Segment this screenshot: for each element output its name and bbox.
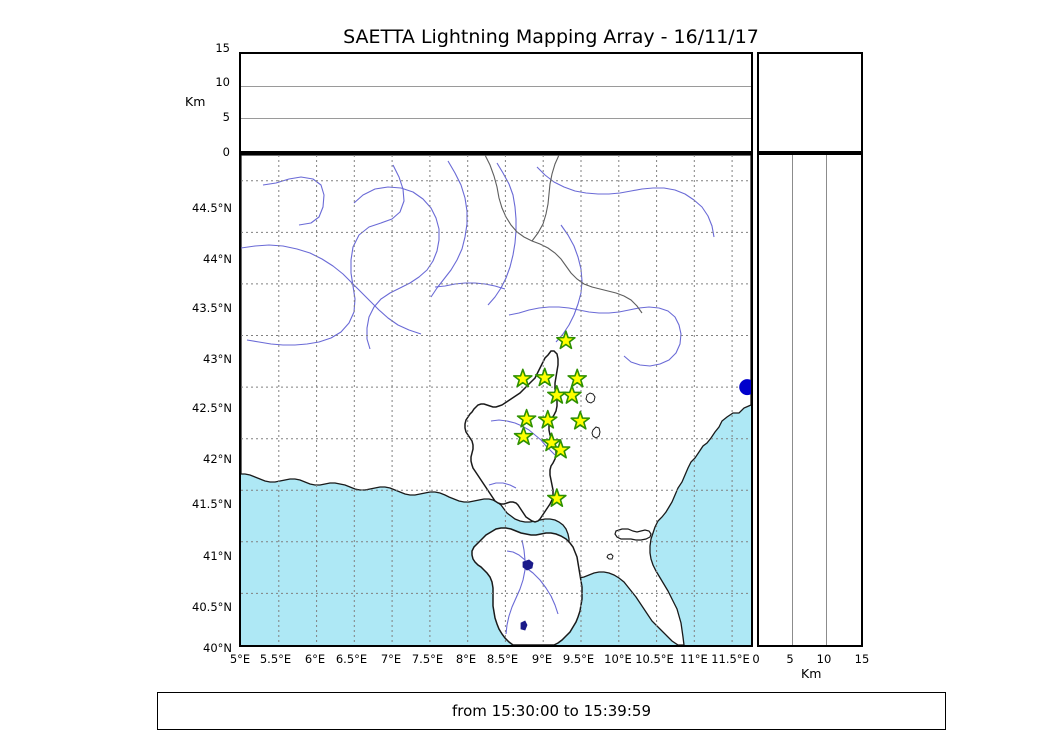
station-star-marker[interactable]	[570, 410, 591, 430]
map-graphic	[241, 155, 751, 645]
small-islet	[606, 553, 614, 560]
top-ytick-10: 10	[215, 75, 230, 89]
time-range-text: from 15:30:00 to 15:39:59	[451, 702, 651, 720]
station-star-marker[interactable]	[513, 426, 534, 446]
time-range-statusbar[interactable]: from 15:30:00 to 15:39:59	[157, 692, 946, 730]
map-xtick-11.5E: 11.5°E	[711, 652, 750, 666]
top-ytick-5: 5	[222, 110, 230, 124]
map-ytick-41N: 41°N	[203, 549, 232, 563]
gridline-5km-right	[792, 155, 793, 645]
station-star-marker[interactable]	[516, 408, 537, 428]
map-ytick-40.5N: 40.5°N	[192, 600, 232, 614]
gorgona-island	[585, 392, 596, 404]
station-star-marker[interactable]	[562, 385, 582, 404]
station-star-marker[interactable]	[534, 367, 555, 387]
border-layer	[484, 155, 643, 314]
right-xtick-5: 5	[786, 652, 794, 666]
map-panel[interactable]	[239, 153, 753, 647]
map-gridlines	[241, 155, 751, 645]
source-dot-marker[interactable]	[739, 379, 751, 396]
map-ytick-43N: 43°N	[203, 352, 232, 366]
map-xtick-11E: 11°E	[680, 652, 708, 666]
lake-layer	[520, 559, 534, 631]
map-xtick-7.5E: 7.5°E	[411, 652, 444, 666]
corner-panel	[757, 52, 863, 153]
map-xtick-8.5E: 8.5°E	[486, 652, 519, 666]
river-layer	[241, 160, 715, 635]
gridline-10km	[241, 86, 751, 87]
map-ytick-42N: 42°N	[203, 452, 232, 466]
page-title: SAETTA Lightning Mapping Array - 16/11/1…	[343, 26, 759, 48]
lma-station-markers	[512, 330, 591, 508]
map-xtick-10.5E: 10.5°E	[635, 652, 674, 666]
right-xtick-0: 0	[752, 652, 760, 666]
map-xtick-5E: 5°E	[229, 652, 251, 666]
station-star-marker[interactable]	[537, 409, 558, 429]
gridline-5km	[241, 118, 751, 119]
map-ytick-40N: 40°N	[203, 641, 232, 655]
altitude-latitude-panel[interactable]	[757, 153, 863, 647]
map-ytick-42.5N: 42.5°N	[192, 401, 232, 415]
map-ytick-44N: 44°N	[203, 252, 232, 266]
gridline-10km-right	[826, 155, 827, 645]
right-xtick-15: 15	[854, 652, 870, 666]
map-ytick-44.5N: 44.5°N	[192, 201, 232, 215]
map-xtick-8E: 8°E	[455, 652, 477, 666]
capraia-island	[591, 426, 601, 439]
station-star-marker[interactable]	[567, 368, 588, 388]
map-xtick-5.5E: 5.5°E	[259, 652, 292, 666]
map-xtick-6.5E: 6.5°E	[335, 652, 368, 666]
top-ytick-0: 0	[222, 145, 230, 159]
right-xtick-10: 10	[816, 652, 832, 666]
corsica-landmass	[464, 350, 559, 523]
elba-island	[614, 528, 652, 541]
sardinia-landmass	[471, 527, 583, 645]
station-star-marker[interactable]	[556, 330, 576, 350]
top-panel-ylabel: Km	[185, 94, 206, 109]
map-xtick-9.5E: 9.5°E	[562, 652, 595, 666]
lightning-source-markers	[739, 379, 751, 396]
altitude-longitude-panel[interactable]	[239, 52, 753, 153]
map-ytick-41.5N: 41.5°N	[192, 497, 232, 511]
map-xtick-9E: 9°E	[531, 652, 553, 666]
right-panel-xlabel: Km	[801, 666, 822, 681]
station-star-marker[interactable]	[546, 488, 567, 508]
top-ytick-15: 15	[215, 41, 230, 55]
station-star-marker[interactable]	[550, 439, 571, 459]
map-xtick-7E: 7°E	[380, 652, 402, 666]
map-ytick-43.5N: 43.5°N	[192, 301, 232, 315]
map-xtick-6E: 6°E	[304, 652, 326, 666]
station-star-marker[interactable]	[512, 368, 533, 388]
map-xtick-10E: 10°E	[604, 652, 632, 666]
